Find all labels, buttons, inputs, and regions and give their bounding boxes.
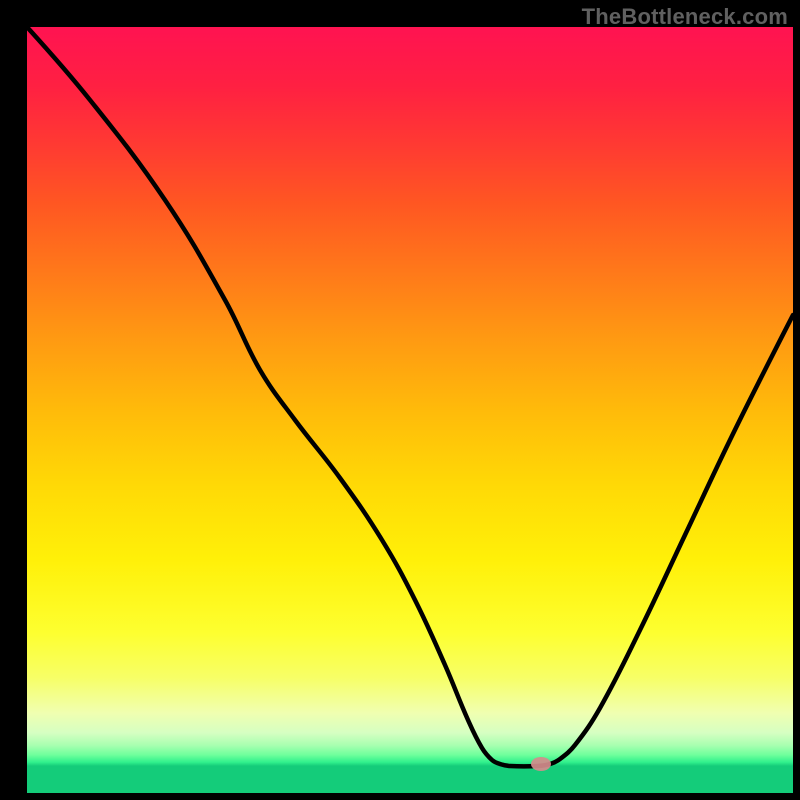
plot-area [27,27,793,793]
baseline-stripe [27,766,793,793]
watermark-text: TheBottleneck.com [582,4,788,30]
gradient-background [27,27,793,766]
chart-svg [0,0,800,800]
chart-stage: TheBottleneck.com [0,0,800,800]
optimum-marker [531,757,551,771]
